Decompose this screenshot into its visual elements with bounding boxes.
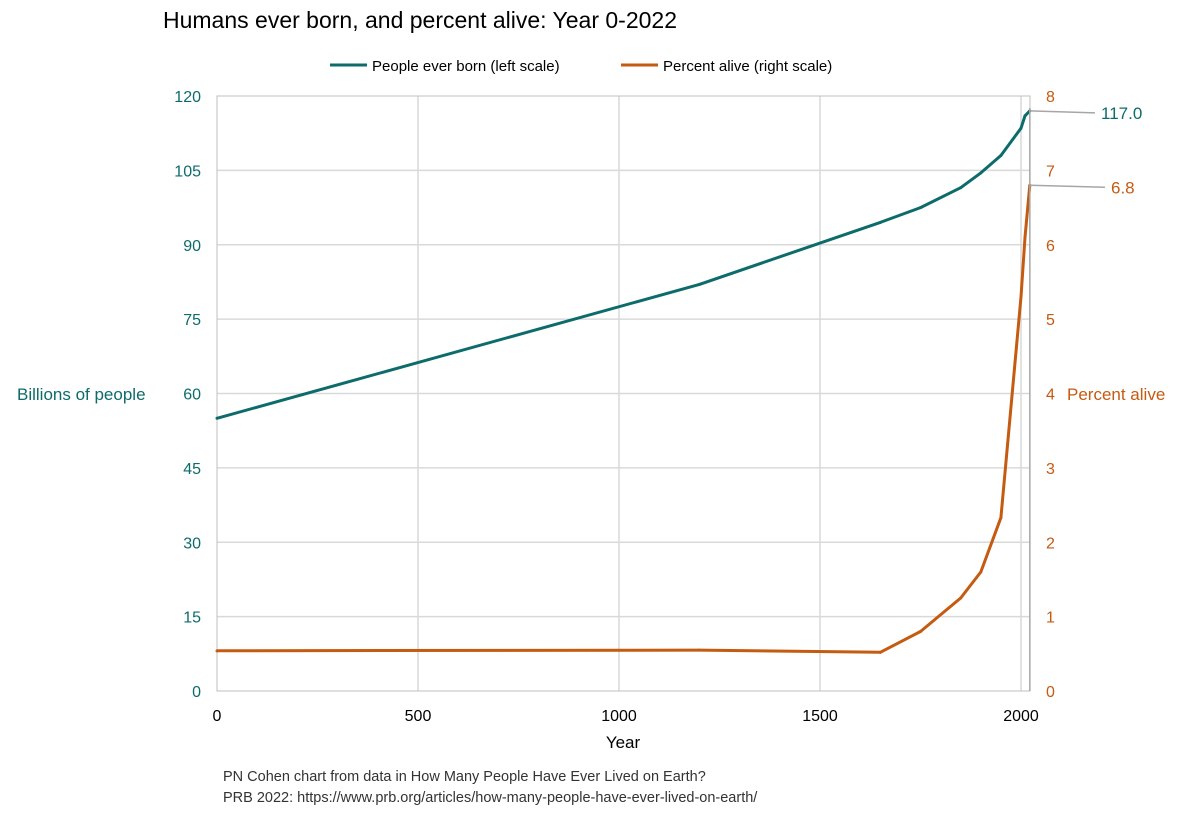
series-line-percent-alive <box>216 185 1032 654</box>
data-point <box>919 206 922 210</box>
y-tick-label: 45 <box>183 461 201 478</box>
y-tick-label: 30 <box>183 535 201 552</box>
y-tick-label: 105 <box>174 163 201 180</box>
legend: People ever born (left scale) Percent al… <box>330 58 832 75</box>
data-point <box>215 416 219 420</box>
y-tick-label: 60 <box>183 387 201 404</box>
y-tick-label: 0 <box>192 684 201 701</box>
x-tick-label: 500 <box>405 708 432 725</box>
y2-tick-label: 1 <box>1046 610 1055 627</box>
y2-tick-label: 5 <box>1046 312 1055 329</box>
end-label-leader <box>1029 184 1106 188</box>
y-tick-label: 15 <box>183 610 201 627</box>
data-point <box>878 650 882 654</box>
data-point <box>697 648 701 652</box>
series-line-people-ever-born <box>216 109 1031 420</box>
chart-title: Humans ever born, and percent alive: Yea… <box>163 7 677 33</box>
data-point <box>215 649 219 653</box>
legend-label-people-ever-born: People ever born (left scale) <box>372 58 560 75</box>
data-point <box>959 596 963 600</box>
data-point <box>979 171 983 175</box>
data-point <box>919 630 922 633</box>
end-label-people-ever-born: 117.0 <box>1101 104 1142 123</box>
y2-tick-label: 6 <box>1046 238 1055 255</box>
data-point <box>1023 235 1027 239</box>
end-label-leader <box>1029 110 1096 114</box>
data-point <box>1019 295 1023 299</box>
y2-tick-label: 4 <box>1046 387 1055 404</box>
gridlines <box>217 96 1030 691</box>
x-tick-label: 1500 <box>802 708 838 725</box>
y2-axis-label: Percent alive <box>1067 385 1165 404</box>
y-tick-label: 75 <box>183 312 201 329</box>
data-point <box>999 516 1003 520</box>
data-point <box>1019 126 1023 130</box>
data-point <box>878 220 882 224</box>
x-tick-label: 1000 <box>601 708 637 725</box>
source-note-line-2: PRB 2022: https://www.prb.org/articles/h… <box>223 790 758 806</box>
y2-tick-label: 7 <box>1046 163 1055 180</box>
series-lines <box>215 109 1032 654</box>
x-axis-label: Year <box>606 733 641 752</box>
y-tick-label: 120 <box>174 89 201 106</box>
data-point <box>959 186 963 190</box>
x-tick-label: 2000 <box>1003 708 1039 725</box>
data-point <box>697 282 701 286</box>
x-tick-label: 0 <box>213 708 222 725</box>
y-axis-label: Billions of people <box>17 385 146 404</box>
y-tick-label: 90 <box>183 238 201 255</box>
y2-tick-label: 2 <box>1046 535 1055 552</box>
data-point <box>1023 114 1027 118</box>
data-point <box>999 154 1003 157</box>
y2-tick-label: 0 <box>1046 684 1055 701</box>
legend-label-percent-alive: Percent alive (right scale) <box>663 58 832 75</box>
end-label-leaders <box>1029 108 1106 691</box>
data-point <box>979 570 983 574</box>
y2-tick-label: 8 <box>1046 89 1055 106</box>
source-note-line-1: PN Cohen chart from data in How Many Peo… <box>223 769 706 785</box>
y2-tick-label: 3 <box>1046 461 1055 478</box>
end-label-percent-alive: 6.8 <box>1111 178 1135 197</box>
